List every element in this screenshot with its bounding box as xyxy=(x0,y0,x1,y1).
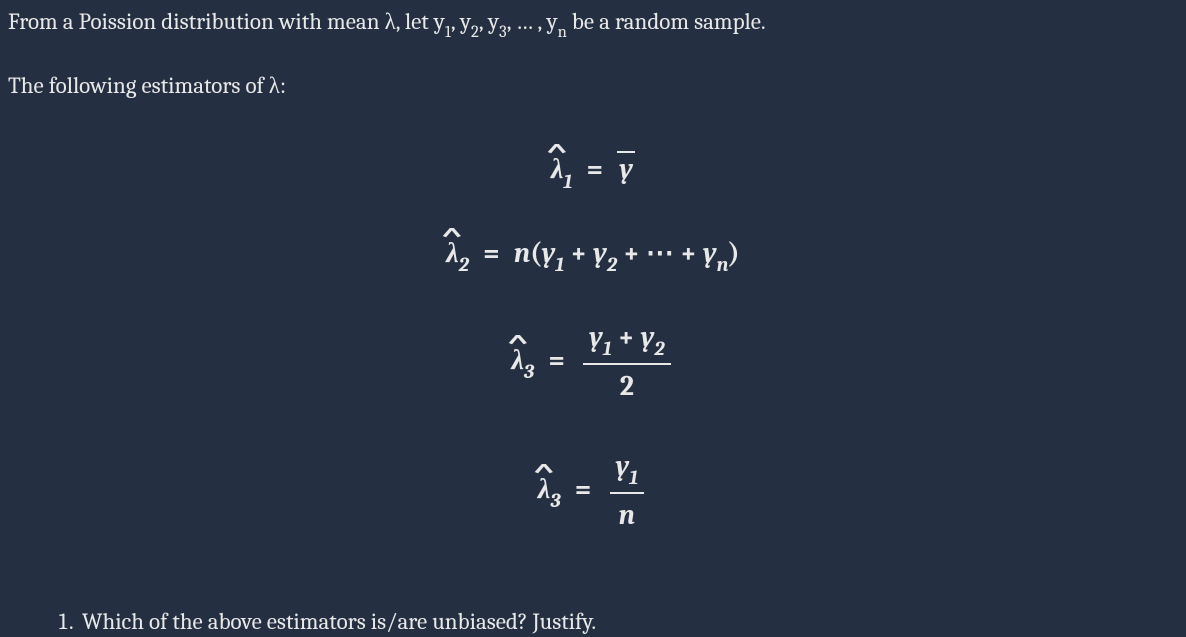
lambda-hat: λ xyxy=(538,470,550,509)
lambda: λ xyxy=(385,8,396,35)
question-list: Which of the above estimators is/are unb… xyxy=(8,606,1178,637)
lambda-hat: λ xyxy=(511,341,523,380)
intro-line-1: From a Poission distribution with mean λ… xyxy=(8,6,1178,42)
equation-3: λ3 = y1 + y2 2 xyxy=(511,318,674,407)
sample-sequence: y1, y2, y3, … , yn xyxy=(434,8,567,35)
lambda-hat: λ xyxy=(551,150,563,189)
equations-block: λ1 = y λ2 = n(y1 + y2 + ⋯ + yn) λ3 = y1 … xyxy=(8,130,1178,556)
intro-line-2: The following estimators of λ: xyxy=(8,70,1178,102)
fraction: y1 n xyxy=(610,447,645,536)
text: From a Poission distribution with mean xyxy=(8,8,385,35)
text: , let xyxy=(396,8,434,35)
question-item-1: Which of the above estimators is/are unb… xyxy=(78,606,1178,637)
fraction: y1 + y2 2 xyxy=(583,318,670,407)
equation-4: λ3 = y1 n xyxy=(538,447,648,536)
y-bar: y xyxy=(617,150,635,189)
equation-1: λ1 = y xyxy=(551,150,635,194)
lambda-hat: λ xyxy=(446,234,458,273)
text: be a random sample. xyxy=(567,8,766,35)
page: From a Poission distribution with mean λ… xyxy=(0,0,1186,637)
equation-2: λ2 = n(y1 + y2 + ⋯ + yn) xyxy=(446,234,739,278)
